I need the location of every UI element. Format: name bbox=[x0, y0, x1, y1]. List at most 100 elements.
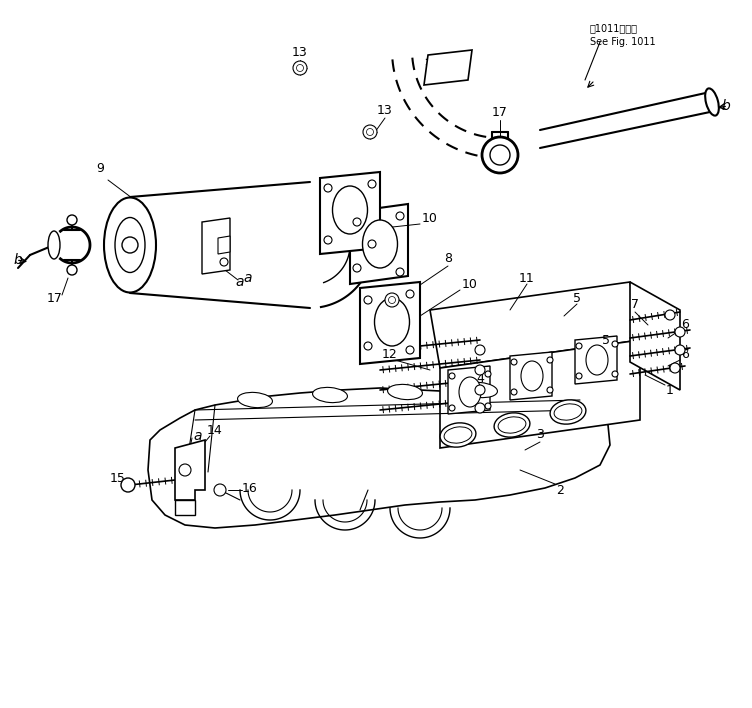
Circle shape bbox=[547, 387, 553, 393]
Text: 17: 17 bbox=[492, 105, 508, 118]
Polygon shape bbox=[350, 204, 408, 284]
Text: FWD: FWD bbox=[435, 62, 461, 72]
Circle shape bbox=[449, 373, 455, 379]
Circle shape bbox=[122, 237, 138, 253]
Circle shape bbox=[214, 484, 226, 496]
Polygon shape bbox=[440, 340, 640, 448]
Text: 7: 7 bbox=[631, 299, 639, 312]
Circle shape bbox=[511, 389, 517, 395]
Circle shape bbox=[511, 359, 517, 365]
Text: 6: 6 bbox=[681, 319, 689, 331]
Text: See Fig. 1011: See Fig. 1011 bbox=[590, 37, 656, 47]
Ellipse shape bbox=[459, 377, 481, 407]
Text: 4: 4 bbox=[476, 372, 484, 384]
Circle shape bbox=[475, 345, 485, 355]
Circle shape bbox=[576, 343, 582, 349]
Text: 13: 13 bbox=[384, 309, 400, 323]
Ellipse shape bbox=[554, 404, 582, 420]
Circle shape bbox=[612, 371, 618, 377]
Circle shape bbox=[220, 258, 228, 266]
Polygon shape bbox=[360, 282, 420, 364]
Circle shape bbox=[396, 212, 404, 220]
Ellipse shape bbox=[387, 384, 423, 399]
Text: 13: 13 bbox=[292, 45, 308, 59]
Circle shape bbox=[485, 403, 491, 409]
Circle shape bbox=[179, 464, 191, 476]
Ellipse shape bbox=[238, 392, 272, 408]
Circle shape bbox=[475, 385, 485, 395]
Circle shape bbox=[490, 145, 510, 165]
Text: a: a bbox=[194, 429, 202, 443]
Circle shape bbox=[67, 265, 77, 275]
Text: 2: 2 bbox=[556, 484, 564, 496]
Circle shape bbox=[67, 215, 77, 225]
Polygon shape bbox=[175, 500, 195, 515]
Text: 11: 11 bbox=[519, 271, 535, 285]
Circle shape bbox=[389, 297, 396, 304]
Ellipse shape bbox=[362, 220, 398, 268]
Polygon shape bbox=[430, 282, 640, 368]
Ellipse shape bbox=[374, 298, 410, 346]
Text: 10: 10 bbox=[422, 212, 438, 224]
Circle shape bbox=[482, 137, 518, 173]
Polygon shape bbox=[630, 282, 680, 390]
Circle shape bbox=[368, 180, 376, 188]
Circle shape bbox=[612, 341, 618, 347]
Circle shape bbox=[366, 128, 374, 135]
Text: b: b bbox=[722, 99, 730, 113]
Text: 3: 3 bbox=[536, 428, 544, 442]
Text: 16: 16 bbox=[242, 481, 258, 494]
Circle shape bbox=[406, 346, 414, 354]
Text: 6: 6 bbox=[681, 348, 689, 362]
Polygon shape bbox=[575, 336, 617, 384]
Ellipse shape bbox=[521, 361, 543, 391]
Ellipse shape bbox=[104, 198, 156, 292]
Circle shape bbox=[324, 184, 332, 192]
Text: 9: 9 bbox=[96, 161, 104, 174]
Ellipse shape bbox=[332, 186, 368, 234]
Circle shape bbox=[353, 218, 361, 226]
Circle shape bbox=[485, 371, 491, 377]
Ellipse shape bbox=[705, 88, 719, 115]
Text: 17: 17 bbox=[47, 292, 63, 304]
Circle shape bbox=[670, 363, 680, 373]
Text: 第1011図参照: 第1011図参照 bbox=[590, 23, 638, 33]
Polygon shape bbox=[218, 236, 230, 254]
Text: a: a bbox=[244, 271, 252, 285]
Text: b: b bbox=[14, 253, 23, 267]
Ellipse shape bbox=[313, 387, 347, 403]
Circle shape bbox=[296, 64, 304, 72]
Polygon shape bbox=[424, 50, 472, 85]
Text: 5: 5 bbox=[573, 292, 581, 304]
Text: 10: 10 bbox=[462, 278, 478, 292]
Text: 5: 5 bbox=[602, 333, 610, 346]
Circle shape bbox=[368, 240, 376, 248]
Polygon shape bbox=[148, 388, 610, 528]
Polygon shape bbox=[510, 352, 552, 400]
Circle shape bbox=[364, 342, 372, 350]
Ellipse shape bbox=[498, 417, 526, 433]
Circle shape bbox=[324, 236, 332, 244]
Text: 15: 15 bbox=[110, 472, 126, 484]
Ellipse shape bbox=[444, 427, 472, 443]
Ellipse shape bbox=[48, 231, 60, 259]
Polygon shape bbox=[448, 366, 490, 414]
Text: 14: 14 bbox=[207, 423, 223, 437]
Circle shape bbox=[475, 403, 485, 413]
Circle shape bbox=[396, 268, 404, 276]
Circle shape bbox=[665, 310, 675, 320]
Circle shape bbox=[449, 405, 455, 411]
Text: 1: 1 bbox=[666, 384, 674, 396]
Ellipse shape bbox=[462, 382, 497, 398]
Circle shape bbox=[475, 365, 485, 375]
Circle shape bbox=[385, 293, 399, 307]
Circle shape bbox=[406, 290, 414, 298]
Circle shape bbox=[675, 327, 685, 337]
Polygon shape bbox=[320, 172, 380, 254]
Circle shape bbox=[364, 296, 372, 304]
Ellipse shape bbox=[494, 413, 530, 437]
Text: 8: 8 bbox=[444, 251, 452, 265]
Ellipse shape bbox=[440, 423, 476, 447]
Ellipse shape bbox=[115, 217, 145, 273]
Circle shape bbox=[675, 345, 685, 355]
